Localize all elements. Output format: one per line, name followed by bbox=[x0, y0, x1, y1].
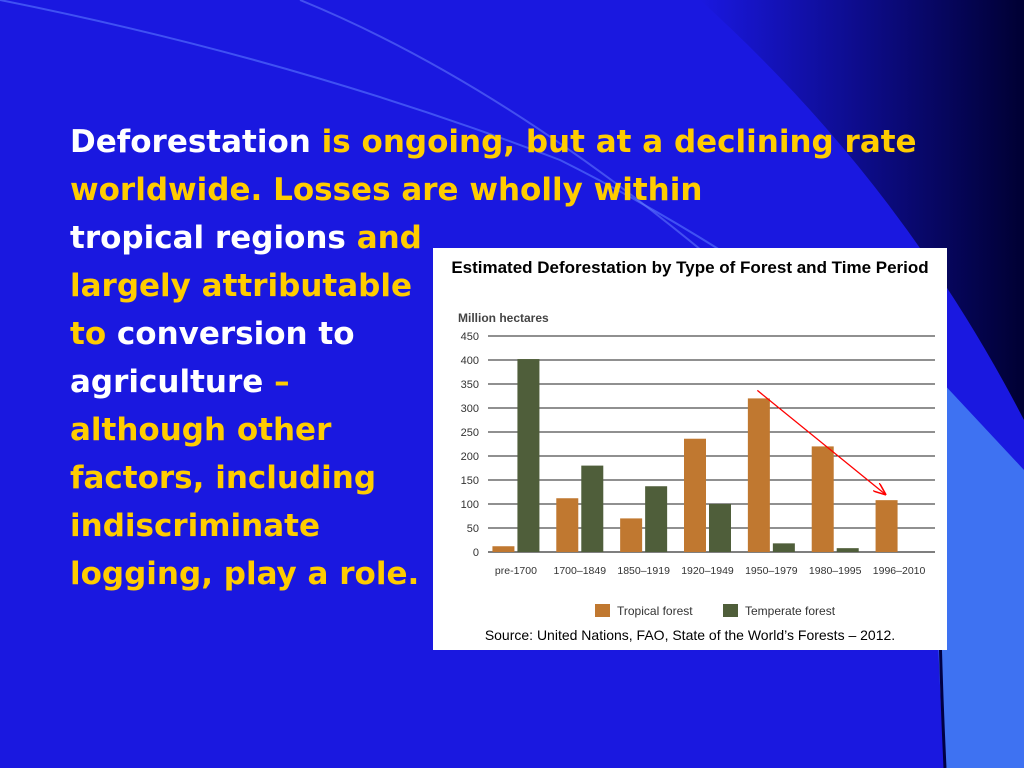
body-white-text-1: tropical regions bbox=[70, 220, 346, 256]
body-yellow-text-2: although other factors, including indisc… bbox=[70, 412, 420, 592]
body-white-text-2: conversion to agriculture bbox=[70, 316, 355, 400]
legend-swatch-temperate bbox=[723, 604, 738, 617]
x-tick-label: 1950–1979 bbox=[745, 565, 798, 577]
y-tick-label: 350 bbox=[461, 379, 479, 391]
legend-label-temperate: Temperate forest bbox=[745, 604, 836, 618]
body-text: tropical regions and largely attributabl… bbox=[70, 214, 430, 598]
bar-temperate bbox=[517, 359, 540, 552]
y-tick-label: 300 bbox=[461, 403, 479, 415]
bar-temperate bbox=[581, 465, 604, 552]
y-tick-label: 0 bbox=[473, 547, 479, 559]
x-tick-label: 1920–1949 bbox=[681, 565, 734, 577]
bar-tropical bbox=[747, 398, 770, 552]
y-tick-label: 100 bbox=[461, 499, 479, 511]
y-tick-label: 400 bbox=[461, 355, 479, 367]
legend-swatch-tropical bbox=[595, 604, 610, 617]
y-tick-label: 450 bbox=[461, 331, 479, 343]
bar-temperate bbox=[836, 548, 859, 552]
x-tick-label: pre-1700 bbox=[495, 565, 537, 577]
headline-white-text: Deforestation bbox=[70, 124, 311, 160]
y-tick-label: 250 bbox=[461, 427, 479, 439]
x-tick-label: 1850–1919 bbox=[617, 565, 670, 577]
body-dash: – bbox=[263, 364, 290, 400]
bar-temperate bbox=[709, 504, 731, 552]
x-tick-label: 1996–2010 bbox=[873, 565, 926, 577]
bar-tropical bbox=[492, 546, 515, 552]
legend-label-tropical: Tropical forest bbox=[617, 604, 693, 618]
chart-title: Estimated Deforestation by Type of Fores… bbox=[451, 258, 929, 277]
bar-temperate bbox=[645, 486, 668, 552]
y-tick-label: 50 bbox=[467, 523, 479, 535]
bar-tropical bbox=[811, 446, 834, 552]
headline-yellow-text: is ongoing, but at a declining rate worl… bbox=[70, 124, 917, 208]
bar-chart: Million hectares 0 50 100 150 200 250 300 350 400… bbox=[458, 311, 935, 618]
bar-tropical bbox=[620, 518, 643, 552]
bar-tropical bbox=[684, 438, 706, 552]
body-yellow-text-1: and largely attributable to bbox=[70, 220, 422, 352]
chart-panel: Million hectares 0 50 100 150 200 250 300 350 400… bbox=[433, 248, 947, 650]
x-tick-label: 1980–1995 bbox=[809, 565, 862, 577]
bar-tropical bbox=[875, 500, 898, 552]
bar-temperate bbox=[772, 543, 795, 552]
trend-arrow bbox=[756, 389, 885, 494]
y-tick-label: 200 bbox=[461, 451, 479, 463]
y-tick-label: 150 bbox=[461, 475, 479, 487]
chart-source: Source: United Nations, FAO, State of th… bbox=[484, 627, 896, 643]
x-tick-label: 1700–1849 bbox=[554, 565, 607, 577]
y-axis-label: Million hectares bbox=[458, 311, 549, 325]
bar-tropical bbox=[556, 498, 579, 552]
headline: Deforestation is ongoing, but at a decli… bbox=[70, 118, 950, 214]
